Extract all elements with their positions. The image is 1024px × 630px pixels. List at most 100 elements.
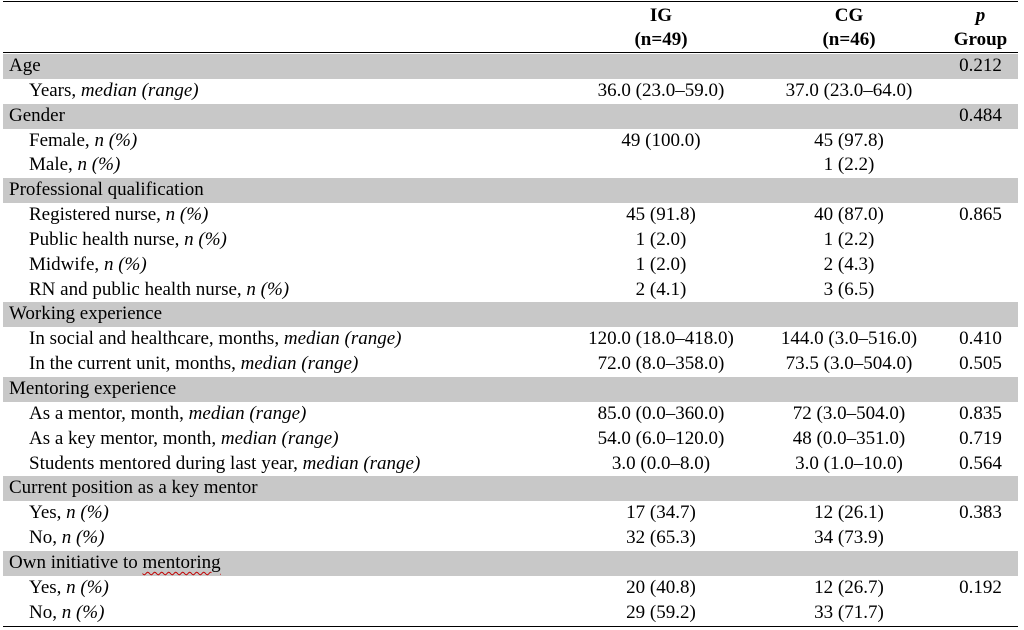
- row-label-text: In the current unit, months,: [29, 353, 236, 375]
- row-label-text: Working experience: [9, 303, 163, 325]
- section-row: Age 0.212: [3, 54, 1018, 79]
- table-row: Male, n (%) 1 (2.2): [3, 153, 1018, 178]
- ig-value: 32 (65.3): [626, 527, 696, 549]
- cg-value: 37.0 (23.0–64.0): [785, 79, 913, 101]
- section-label: Professional qualification: [9, 178, 204, 203]
- ig-value: 3.0 (0.0–8.0): [611, 452, 711, 474]
- ig-value: 49 (100.0): [621, 129, 701, 151]
- table-row: Students mentored during last year, medi…: [3, 452, 1018, 477]
- ig-value: 29 (59.2): [626, 601, 696, 623]
- row-label-statistic: median (range): [80, 79, 199, 101]
- table-row: Years, median (range) 36.0 (23.0–59.0) 37.…: [3, 79, 1018, 104]
- row-label-statistic: median (range): [240, 353, 359, 375]
- table-row: In social and healthcare, months, median…: [3, 327, 1018, 352]
- ig-value: 85.0 (0.0–360.0): [597, 402, 725, 424]
- row-label: Years, median (range): [29, 79, 199, 104]
- p-value: 0.835: [959, 402, 1002, 424]
- ig-value: 2 (4.1): [635, 278, 687, 300]
- section-label: Mentoring experience: [9, 377, 176, 402]
- ig-value: 1 (2.0): [635, 228, 687, 250]
- row-label-text: As a key mentor, month,: [29, 427, 217, 449]
- row-label-text: Students mentored during last year,: [29, 452, 298, 474]
- row-label-statistic: n (%): [103, 253, 147, 275]
- p-value: 0.505: [959, 353, 1002, 375]
- header-p: p Group: [943, 4, 1018, 52]
- header-ig: IG (n=49): [561, 4, 761, 52]
- row-label-statistic: n (%): [246, 278, 290, 300]
- row-label: Yes, n (%): [29, 501, 109, 526]
- section-label: Working experience: [9, 302, 162, 327]
- row-label-statistic: n (%): [94, 129, 138, 151]
- cg-value: 40 (87.0): [814, 204, 884, 226]
- row-label-statistic: n (%): [61, 527, 105, 549]
- row-label-text: RN and public health nurse,: [29, 278, 242, 300]
- table-row: Yes, n (%) 20 (40.8) 12 (26.7) 0.192: [3, 576, 1018, 601]
- ig-value: 54.0 (6.0–120.0): [597, 427, 725, 449]
- row-label-text: Own initiative to: [9, 551, 138, 573]
- row-label: Yes, n (%): [29, 576, 109, 601]
- p-value: 0.192: [959, 576, 1002, 598]
- table-row: As a mentor, month, median (range) 85.0 (…: [3, 402, 1018, 427]
- table-row: Registered nurse, n (%) 45 (91.8) 40 (87.0…: [3, 203, 1018, 228]
- table-row: No, n (%) 29 (59.2) 33 (71.7): [3, 601, 1018, 626]
- row-label-text: Current position as a key mentor: [9, 477, 258, 499]
- header-p-group: Group: [953, 29, 1008, 50]
- row-label-statistic: n (%): [77, 154, 121, 176]
- table-body: Age 0.212 Years, median (range) 36.0 (23.0–…: [3, 54, 1018, 625]
- row-label-text: Midwife,: [29, 253, 100, 275]
- p-value: 0.410: [959, 328, 1002, 350]
- cg-value: 12 (26.1): [814, 502, 884, 524]
- row-label: Public health nurse, n (%): [29, 228, 227, 253]
- cg-value: 48 (0.0–351.0): [792, 427, 906, 449]
- row-label-text: Mentoring experience: [9, 377, 177, 399]
- header-cg: CG (n=46): [749, 4, 949, 52]
- row-label-text: Professional qualification: [9, 179, 204, 201]
- cg-value: 73.5 (3.0–504.0): [785, 353, 913, 375]
- ig-value: 17 (34.7): [626, 502, 696, 524]
- cg-value: 34 (73.9): [814, 527, 884, 549]
- row-label-statistic: n (%): [184, 228, 227, 250]
- row-label-text: Yes,: [29, 502, 62, 524]
- section-row: Working experience: [3, 302, 1018, 328]
- p-value: 0.719: [959, 427, 1002, 449]
- row-label-text: In social and healthcare, months,: [29, 328, 280, 350]
- ig-value: 1 (2.0): [635, 253, 687, 275]
- row-label: Male, n (%): [29, 153, 120, 178]
- row-label-statistic: n (%): [61, 601, 105, 623]
- row-label-text: Yes,: [29, 576, 62, 598]
- table-top-rule: [3, 1, 1018, 2]
- row-label-text: Years,: [29, 79, 77, 101]
- section-label: Age: [9, 54, 41, 79]
- p-value: 0.865: [959, 204, 1002, 226]
- row-label-statistic: n (%): [66, 502, 109, 524]
- cg-value: 144.0 (3.0–516.0): [780, 328, 918, 350]
- cg-value: 3 (6.5): [823, 278, 875, 300]
- ig-value: 120.0 (18.0–418.0): [588, 328, 734, 350]
- row-label-text: Registered nurse,: [29, 204, 161, 226]
- row-label-text: Female,: [29, 129, 90, 151]
- table-row: Female, n (%) 49 (100.0) 45 (97.8): [3, 129, 1018, 154]
- row-label-text: As a mentor, month,: [29, 402, 184, 424]
- row-label: Students mentored during last year, medi…: [29, 452, 420, 477]
- table-header-rule: [3, 52, 1018, 53]
- row-label-text: Male,: [29, 154, 73, 176]
- row-label-statistic: n (%): [165, 204, 209, 226]
- row-label: In the current unit, months, median (ran…: [29, 352, 358, 377]
- row-label: Midwife, n (%): [29, 253, 147, 278]
- cg-value: 1 (2.2): [823, 154, 875, 176]
- row-label-text: Gender: [9, 104, 65, 126]
- p-value: 0.484: [959, 104, 1002, 126]
- row-label: RN and public health nurse, n (%): [29, 278, 289, 303]
- table-row: Public health nurse, n (%) 1 (2.0) 1 (2.2): [3, 228, 1018, 253]
- table-row: Yes, n (%) 17 (34.7) 12 (26.1) 0.383: [3, 501, 1018, 526]
- p-value: 0.212: [959, 55, 1002, 76]
- section-row: Own initiative to mentoring: [3, 550, 1018, 576]
- ig-value: 72.0 (8.0–358.0): [597, 353, 725, 375]
- row-label-marked-word: mentoring: [142, 551, 221, 573]
- row-label-statistic: median (range): [283, 328, 402, 350]
- row-label: In social and healthcare, months, median…: [29, 327, 402, 352]
- table-row: In the current unit, months, median (ran…: [3, 352, 1018, 377]
- section-row: Gender 0.484: [3, 103, 1018, 129]
- row-label: Registered nurse, n (%): [29, 203, 208, 228]
- section-row: Professional qualification: [3, 178, 1018, 204]
